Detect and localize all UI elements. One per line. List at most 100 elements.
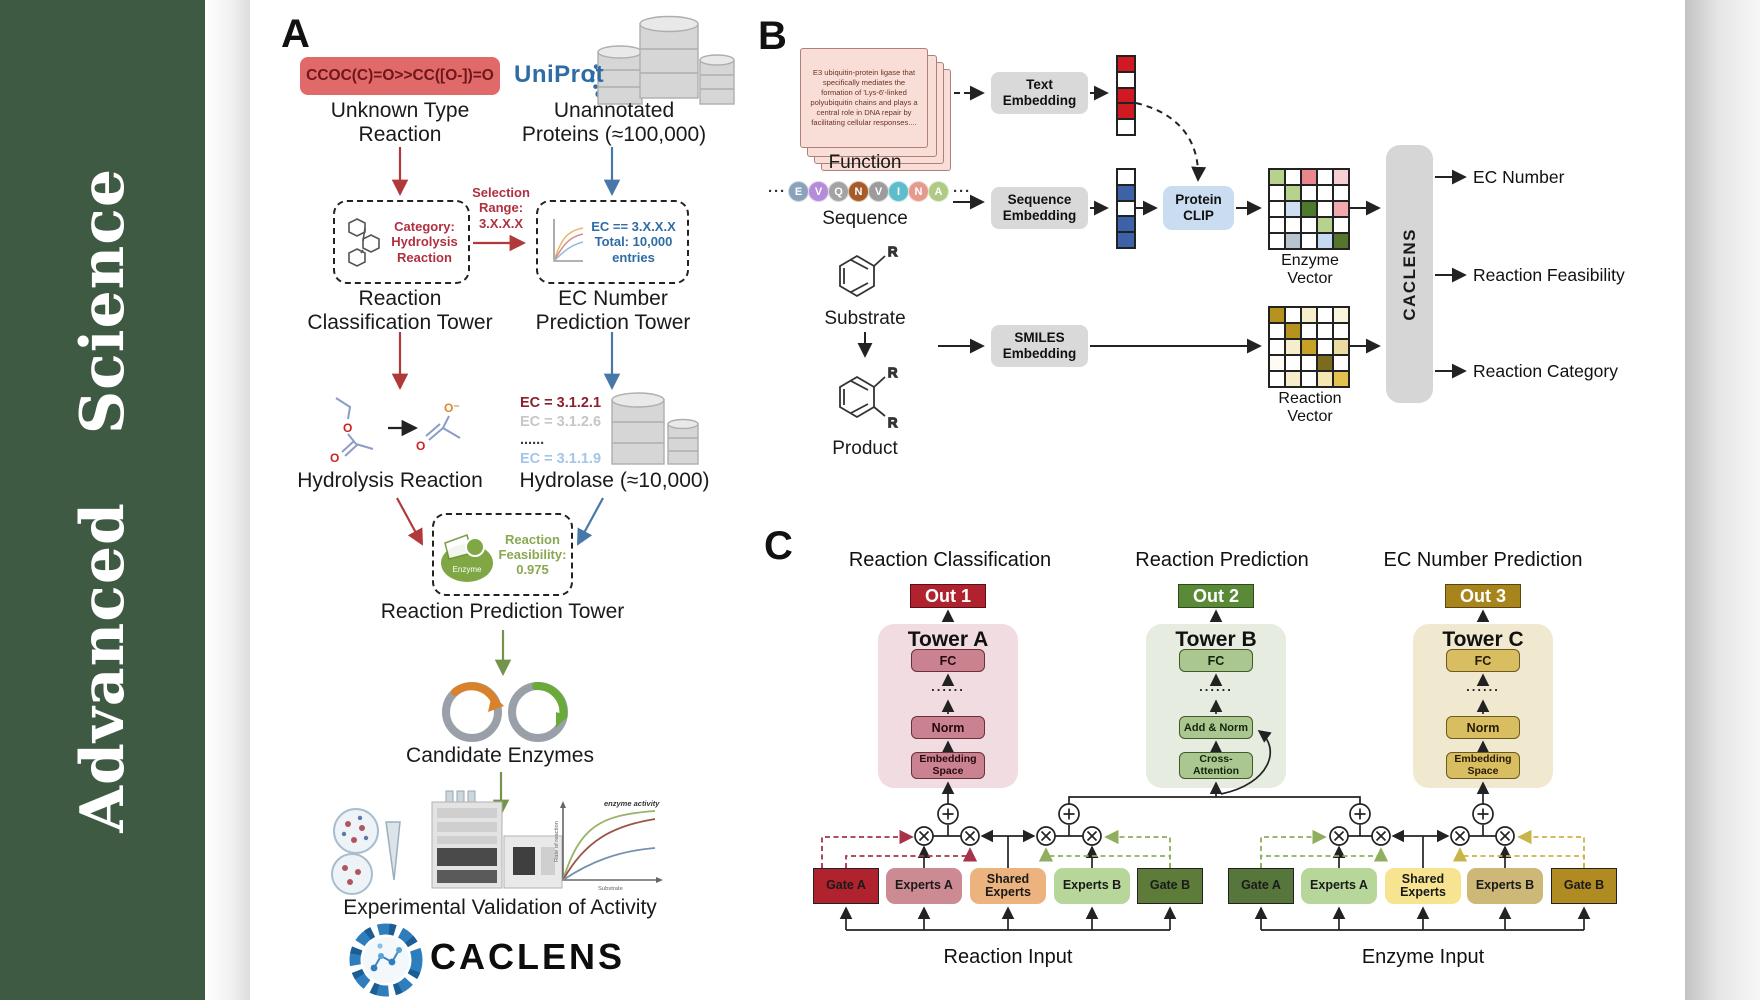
ec-number-entry: EC = 3.1.2.6 [520, 413, 602, 430]
panel-a-label: A [281, 12, 310, 56]
vector-cell [1117, 200, 1135, 217]
caclens-model-label: CACLENS [1399, 227, 1419, 321]
gate-weight-paths [821, 829, 1585, 868]
sequence-embedding-box: Sequence Embedding [991, 187, 1088, 229]
vector-cell [1317, 339, 1333, 355]
vector-cell [1117, 71, 1135, 88]
out-2-box: Out 2 [1178, 584, 1254, 608]
tower-b-dots: ...... [1199, 679, 1233, 694]
vector-cell [1317, 169, 1333, 185]
vector-cell [1301, 201, 1317, 217]
vector-cell [1269, 217, 1285, 233]
reaction-vector-label: Reaction Vector [1278, 390, 1342, 425]
vector-cell [1301, 339, 1317, 355]
vector-cell [1333, 307, 1349, 323]
vector-cell [1317, 323, 1333, 339]
vector-cell [1285, 339, 1301, 355]
vector-cell [1317, 355, 1333, 371]
vector-cell [1285, 323, 1301, 339]
sequence-embedding-vector [1116, 168, 1136, 249]
plasmid-icons [442, 681, 568, 742]
ec-number-entry: ...... [520, 432, 545, 448]
vector-cell [1317, 201, 1333, 217]
tower-a-norm-layer: Norm [911, 716, 985, 739]
vector-cell [1285, 307, 1301, 323]
vector-cell [1269, 169, 1285, 185]
reaction-shared-experts: Shared Experts [970, 868, 1046, 904]
vector-cell [1317, 233, 1333, 249]
r-group-label: R [888, 365, 897, 380]
function-label: Function [828, 152, 902, 173]
function-card: E3 ubiquitin-protein ligase that specifi… [800, 48, 928, 148]
vector-cell [1301, 307, 1317, 323]
vector-cell [1333, 355, 1349, 371]
tower-b-fc-layer: FC [1179, 649, 1253, 672]
tower-b-add-norm-layer: Add & Norm [1179, 716, 1253, 739]
caclens-model-box: CACLENS [1386, 145, 1433, 403]
panel-b-arrows [857, 85, 1467, 379]
vector-cell [1317, 371, 1333, 387]
vector-cell [1285, 201, 1301, 217]
database-icon [597, 15, 735, 105]
tower-a-embedding-layer: Embedding Space [911, 752, 985, 779]
vector-cell [1269, 201, 1285, 217]
vector-cell [1117, 184, 1135, 201]
enzyme-vector-label: Enzyme Vector [1281, 252, 1339, 287]
sample-prep-icon [331, 808, 401, 895]
ec-number-prediction-title: EC Number Prediction [1383, 549, 1583, 571]
smiles-reaction-box: CCOC(C)=O>>CC([O-])=O [300, 57, 500, 95]
enzyme-badge-label: Enzyme [452, 565, 481, 574]
enzyme-experts-a: Experts A [1301, 868, 1377, 904]
lcms-instrument-icon [431, 790, 563, 889]
vector-cell [1333, 185, 1349, 201]
residue-circle: A [928, 181, 949, 202]
candidate-enzymes-label: Candidate Enzymes [406, 744, 594, 767]
enzyme-experts-b: Experts B [1467, 868, 1543, 904]
residue-circle: I [888, 181, 909, 202]
ec-number-entry: EC = 3.1.1.9 [520, 450, 602, 467]
output-reaction-feasibility: Reaction Feasibility [1473, 265, 1625, 285]
kinetics-chart: enzyme activity Rate of reaction Substra… [554, 799, 663, 892]
reaction-prediction-tower-label: Reaction Prediction Tower [380, 600, 625, 623]
vector-cell [1317, 185, 1333, 201]
vector-cell [1269, 355, 1285, 371]
vector-cell [1269, 371, 1285, 387]
vector-cell [1301, 169, 1317, 185]
enzyme-gate-b: Gate B [1551, 868, 1617, 904]
reaction-feasibility-box: Enzyme Reaction Feasibility: 0.975 [432, 513, 573, 596]
vector-cell [1317, 217, 1333, 233]
curves-icon [553, 219, 584, 262]
ec-range-label: EC == 3.X.X.X Total: 10,000 entries [591, 219, 676, 265]
journal-name: Advanced Science [67, 167, 138, 833]
vector-cell [1301, 355, 1317, 371]
vector-cell [1285, 371, 1301, 387]
chart-annotation: enzyme activity [604, 799, 660, 808]
enzyme-vector-grid [1268, 168, 1350, 250]
reaction-classification-tower-label: Reaction Classification Tower [307, 287, 493, 335]
vector-cell [1333, 323, 1349, 339]
vector-cell [1269, 185, 1285, 201]
vector-cell [1269, 307, 1285, 323]
atom-label: O⁻ [444, 401, 460, 415]
enzyme-icon: Enzyme [440, 533, 493, 582]
reaction-gate-a: Gate A [813, 868, 879, 904]
output-ec-number: EC Number [1473, 167, 1565, 187]
vector-cell [1117, 87, 1135, 104]
tower-c-embedding-layer: Embedding Space [1446, 752, 1520, 779]
uniprot-logo: UniProt [514, 61, 605, 88]
reaction-experts-b: Experts B [1054, 868, 1130, 904]
unannotated-proteins-label: Unannotated Proteins (≈100,000) [521, 99, 707, 147]
atom-label: O [343, 421, 352, 435]
tower-c-fc-layer: FC [1446, 649, 1520, 672]
vector-cell [1117, 103, 1135, 120]
vector-cell [1301, 371, 1317, 387]
vector-cell [1285, 233, 1301, 249]
page-left-shadow [205, 0, 250, 1000]
residue-circle: E [788, 181, 809, 202]
function-description: E3 ubiquitin-protein ligase that specifi… [810, 68, 918, 127]
hydrolysis-molecules: O O O⁻ O [330, 397, 461, 465]
caclens-brand-text: CACLENS [430, 936, 626, 977]
validation-label: Experimental Validation of Activity [343, 896, 657, 919]
